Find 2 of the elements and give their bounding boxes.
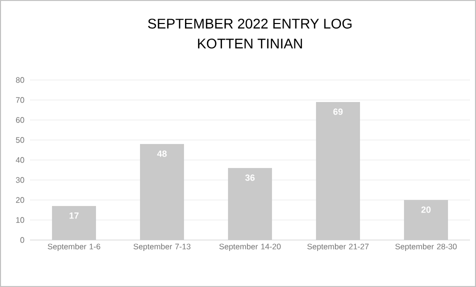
chart-title: SEPTEMBER 2022 ENTRY LOG: [148, 18, 352, 29]
chart-subtitle: KOTTEN TINIAN: [198, 38, 302, 49]
